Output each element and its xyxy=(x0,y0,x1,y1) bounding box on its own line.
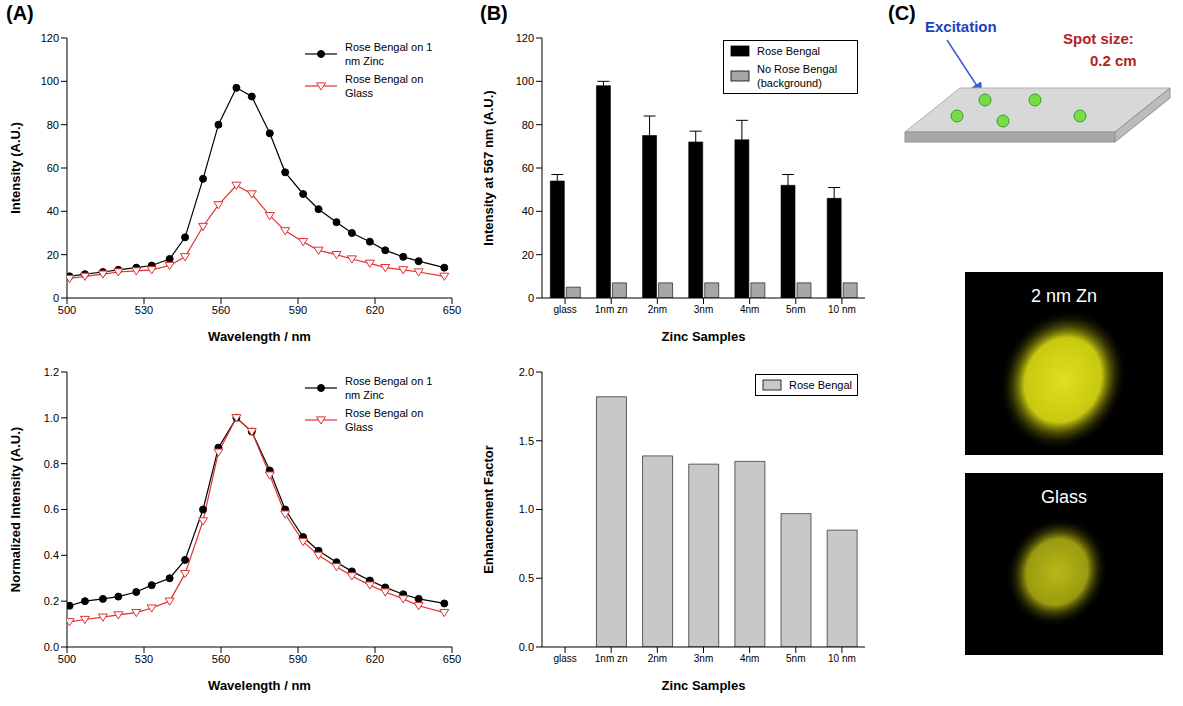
svg-text:40: 40 xyxy=(47,205,59,217)
svg-text:60: 60 xyxy=(47,162,59,174)
svg-text:5nm: 5nm xyxy=(786,653,805,664)
svg-text:Enhancement Factor: Enhancement Factor xyxy=(481,445,496,574)
svg-text:2 nm Zn: 2 nm Zn xyxy=(1031,286,1097,306)
svg-text:Wavelength / nm: Wavelength / nm xyxy=(208,678,311,693)
html-text:(B): (B) xyxy=(480,2,508,24)
svg-text:530: 530 xyxy=(135,653,153,665)
svg-text:100: 100 xyxy=(516,75,534,87)
svg-text:3nm: 3nm xyxy=(694,304,713,315)
svg-text:1.0: 1.0 xyxy=(44,412,59,424)
svg-text:Zinc Samples: Zinc Samples xyxy=(662,329,746,344)
svg-text:Spot size:: Spot size: xyxy=(1063,30,1134,47)
svg-text:0.8: 0.8 xyxy=(44,458,59,470)
svg-text:0.2 cm: 0.2 cm xyxy=(1090,52,1137,69)
svg-text:1.0: 1.0 xyxy=(519,503,534,515)
svg-text:0.6: 0.6 xyxy=(44,503,59,515)
svg-text:2nm: 2nm xyxy=(648,653,667,664)
svg-text:560: 560 xyxy=(212,304,230,316)
svg-text:2nm: 2nm xyxy=(648,304,667,315)
svg-text:590: 590 xyxy=(289,653,307,665)
svg-text:10 nm: 10 nm xyxy=(828,304,856,315)
svg-text:glass: glass xyxy=(553,304,576,315)
svg-text:0: 0 xyxy=(528,292,534,304)
html-text:Rose Bengal on 1 nm Zinc: Rose Bengal on 1 nm Zinc xyxy=(345,41,433,67)
svg-text:620: 620 xyxy=(366,653,384,665)
svg-text:120: 120 xyxy=(41,32,59,44)
svg-text:0.4: 0.4 xyxy=(44,549,59,561)
svg-text:650: 650 xyxy=(443,653,461,665)
html-text:Rose Bengal on Glass: Rose Bengal on Glass xyxy=(345,407,424,433)
svg-text:590: 590 xyxy=(289,304,307,316)
svg-text:0.2: 0.2 xyxy=(44,595,59,607)
svg-text:20: 20 xyxy=(522,249,534,261)
svg-text:Intensity (A.U.): Intensity (A.U.) xyxy=(8,122,23,214)
html-text:Rose Bengal on 1 nm Zinc: Rose Bengal on 1 nm Zinc xyxy=(345,375,433,401)
svg-text:500: 500 xyxy=(58,304,76,316)
html-text:(C): (C) xyxy=(888,2,916,24)
svg-text:Normalized Intensity (A.U.): Normalized Intensity (A.U.) xyxy=(8,427,23,592)
svg-text:80: 80 xyxy=(47,119,59,131)
svg-text:0.5: 0.5 xyxy=(519,572,534,584)
svg-text:1nm zn: 1nm zn xyxy=(595,304,628,315)
html-text:(A): (A) xyxy=(6,2,34,24)
svg-text:5nm: 5nm xyxy=(786,304,805,315)
svg-text:120: 120 xyxy=(516,32,534,44)
html-text:Rose Bengal: Rose Bengal xyxy=(757,45,820,57)
svg-text:10 nm: 10 nm xyxy=(828,653,856,664)
svg-text:500: 500 xyxy=(58,653,76,665)
svg-text:glass: glass xyxy=(553,653,576,664)
svg-text:4nm: 4nm xyxy=(740,653,759,664)
svg-text:1nm zn: 1nm zn xyxy=(595,653,628,664)
svg-text:60: 60 xyxy=(522,162,534,174)
svg-text:1.2: 1.2 xyxy=(44,366,59,378)
svg-text:Glass: Glass xyxy=(1041,487,1087,507)
svg-text:3nm: 3nm xyxy=(694,653,713,664)
svg-text:1.5: 1.5 xyxy=(519,435,534,447)
svg-text:650: 650 xyxy=(443,304,461,316)
svg-text:20: 20 xyxy=(47,249,59,261)
html-text:Rose Bengal on Glass: Rose Bengal on Glass xyxy=(345,73,424,99)
svg-text:Wavelength / nm: Wavelength / nm xyxy=(208,329,311,344)
svg-text:0.0: 0.0 xyxy=(519,641,534,653)
svg-text:2.0: 2.0 xyxy=(519,366,534,378)
svg-text:0: 0 xyxy=(53,292,59,304)
svg-text:620: 620 xyxy=(366,304,384,316)
svg-text:Intensity at 567 nm (A.U.): Intensity at 567 nm (A.U.) xyxy=(481,90,496,245)
svg-text:560: 560 xyxy=(212,653,230,665)
svg-text:40: 40 xyxy=(522,205,534,217)
svg-text:100: 100 xyxy=(41,75,59,87)
svg-text:Zinc Samples: Zinc Samples xyxy=(662,678,746,693)
svg-text:4nm: 4nm xyxy=(740,304,759,315)
svg-text:530: 530 xyxy=(135,304,153,316)
html-text:Rose Bengal: Rose Bengal xyxy=(789,379,852,391)
svg-text:80: 80 xyxy=(522,119,534,131)
svg-text:Excitation: Excitation xyxy=(925,18,997,35)
html-text:No Rose Bengal (background): No Rose Bengal (background) xyxy=(757,63,838,89)
svg-text:0.0: 0.0 xyxy=(44,641,59,653)
